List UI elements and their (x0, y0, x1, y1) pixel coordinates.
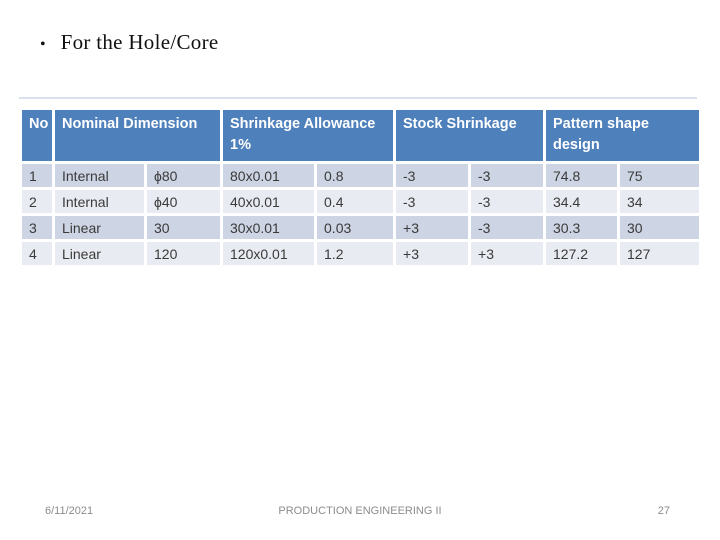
table-row: 1 Internal ϕ80 80x0.01 0.8 -3 -3 74.8 75 (19, 161, 703, 190)
table-cell: ϕ40 (143, 187, 224, 216)
slide-footer: 6/11/2021 PRODUCTION ENGINEERING II 27 (0, 505, 720, 521)
page-number: 27 (657, 505, 670, 517)
column-header-nominal-dimension: Nominal Dimension (51, 107, 224, 164)
table-cell: 3 (19, 213, 55, 242)
table-row: 2 Internal ϕ40 40x0.01 0.4 -3 -3 34.4 34 (19, 187, 703, 216)
table-cell: 127 (617, 239, 703, 268)
shrinkage-table: No Nominal Dimension Shrinkage Allowance… (19, 107, 703, 268)
column-header-no: No (19, 107, 55, 164)
footer-course-title: PRODUCTION ENGINEERING II (278, 505, 442, 517)
column-header-shrinkage-allowance: Shrinkage Allowance 1% (220, 107, 397, 164)
table-row: 3 Linear 30 30x0.01 0.03 +3 -3 30.3 30 (19, 213, 703, 242)
table-body: 1 Internal ϕ80 80x0.01 0.8 -3 -3 74.8 75… (19, 161, 703, 268)
table-top-border (19, 97, 697, 99)
page-title: For the Hole/Core (60, 30, 219, 54)
table-cell: 2 (19, 187, 55, 216)
table-cell: 74.8 (543, 161, 621, 190)
table-cell: Linear (52, 239, 147, 268)
table-cell: 30x0.01 (220, 213, 318, 242)
table-cell: 1 (19, 161, 55, 190)
table-cell: 1.2 (314, 239, 397, 268)
table-cell: 4 (19, 239, 55, 268)
table-cell: +3 (468, 239, 547, 268)
table-cell: 75 (617, 161, 703, 190)
table-cell: 80x0.01 (220, 161, 318, 190)
table-cell: -3 (393, 161, 472, 190)
footer-date: 6/11/2021 (45, 505, 94, 517)
table-cell: +3 (393, 213, 472, 242)
table-cell: -3 (468, 187, 547, 216)
table-header-row: No Nominal Dimension Shrinkage Allowance… (19, 107, 703, 164)
table-cell: 34.4 (543, 187, 621, 216)
table-cell: 127.2 (543, 239, 621, 268)
table-cell: 34 (617, 187, 703, 216)
table-row: 4 Linear 120 120x0.01 1.2 +3 +3 127.2 12… (19, 239, 703, 268)
table-cell: Internal (52, 187, 147, 216)
table-cell: 0.03 (314, 213, 397, 242)
table-cell: Linear (52, 213, 147, 242)
table-cell: +3 (393, 239, 472, 268)
table-cell: 0.8 (314, 161, 397, 190)
table-cell: -3 (468, 213, 547, 242)
table-cell: -3 (468, 161, 547, 190)
slide-title-row: • For the Hole/Core (40, 30, 219, 55)
table-cell: -3 (393, 187, 472, 216)
table-cell: 30.3 (543, 213, 621, 242)
table-cell: 40x0.01 (220, 187, 318, 216)
table-cell: ϕ80 (143, 161, 224, 190)
table-cell: 120x0.01 (220, 239, 318, 268)
table-cell: 0.4 (314, 187, 397, 216)
table-cell: Internal (52, 161, 147, 190)
table-header: No Nominal Dimension Shrinkage Allowance… (19, 107, 703, 164)
table-cell: 30 (617, 213, 703, 242)
bullet-icon: • (40, 36, 46, 53)
column-header-pattern-shape-design: Pattern shape design (543, 107, 703, 164)
column-header-stock-shrinkage: Stock Shrinkage (393, 107, 547, 164)
table-cell: 30 (143, 213, 224, 242)
table-cell: 120 (143, 239, 224, 268)
